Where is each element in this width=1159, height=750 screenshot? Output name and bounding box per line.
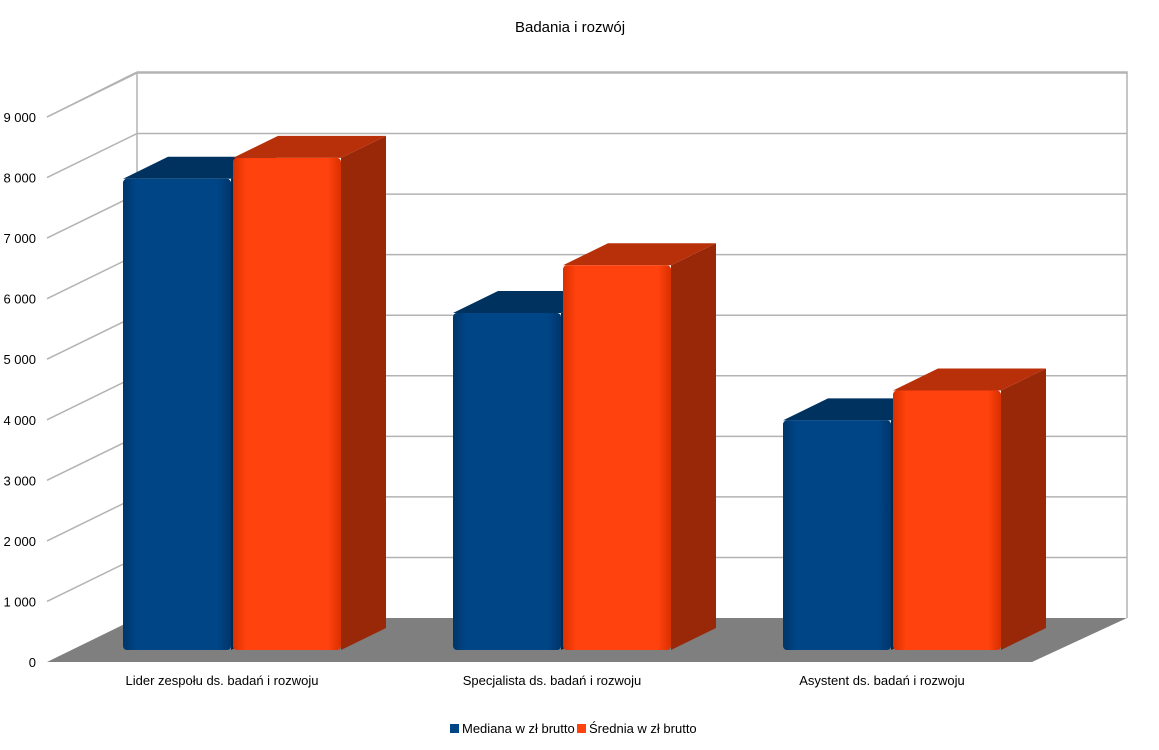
bar-side (671, 243, 716, 650)
x-tick-label: Asystent ds. badań i rozwoju (799, 673, 964, 688)
y-axis-tick-labels: 0 1 000 2 000 3 000 4 000 5 000 6 000 7 000 8 00… (3, 110, 36, 670)
bar-side (1001, 368, 1046, 650)
y-tick-label: 4 000 (3, 413, 36, 428)
bar (563, 243, 716, 650)
legend-swatch (450, 724, 459, 733)
gridline-left (46, 435, 138, 482)
y-tick-label: 2 000 (3, 534, 36, 549)
y-tick-label: 3 000 (3, 473, 36, 488)
x-tick-label: Specjalista ds. badań i rozwoju (463, 673, 642, 688)
y-tick-label: 7 000 (3, 231, 36, 246)
bar-front (123, 178, 231, 651)
gridline-left (46, 314, 138, 360)
y-tick-label: 9 000 (3, 110, 36, 125)
bar-front (893, 390, 1001, 650)
y-tick-label: 0 (29, 655, 36, 670)
legend-swatch (577, 724, 586, 733)
bar-front (453, 312, 561, 650)
x-tick-label: Lider zespołu ds. badań i rozwoju (126, 673, 319, 688)
y-tick-label: 5 000 (3, 352, 36, 367)
gridline-left (46, 132, 138, 179)
legend-label: Mediana w zł brutto (462, 721, 575, 736)
bar-side (341, 135, 386, 651)
bar (233, 135, 386, 651)
bars (123, 135, 1046, 651)
gridline-left (46, 556, 138, 603)
bar-front (563, 265, 671, 650)
gridline-left (46, 253, 138, 300)
x-axis-tick-labels: Lider zespołu ds. badań i rozwoju Specjal… (126, 673, 965, 688)
gridline-left (46, 375, 138, 421)
legend: Mediana w zł brutto Średnia w zł brutto (450, 721, 697, 736)
gridline-left (46, 72, 138, 118)
bar-front (783, 420, 891, 650)
gridline-left (46, 496, 138, 542)
y-tick-label: 6 000 (3, 292, 36, 307)
gridline-left (46, 193, 138, 239)
legend-label: Średnia w zł brutto (589, 721, 697, 736)
bar-top (893, 368, 1046, 391)
y-tick-label: 1 000 (3, 594, 36, 609)
y-tick-label: 8 000 (3, 171, 36, 186)
bar-top (563, 243, 716, 266)
bar-top (233, 135, 386, 158)
bar (893, 368, 1046, 650)
chart-title: Badania i rozwój (515, 19, 625, 36)
bar-front (233, 157, 341, 651)
